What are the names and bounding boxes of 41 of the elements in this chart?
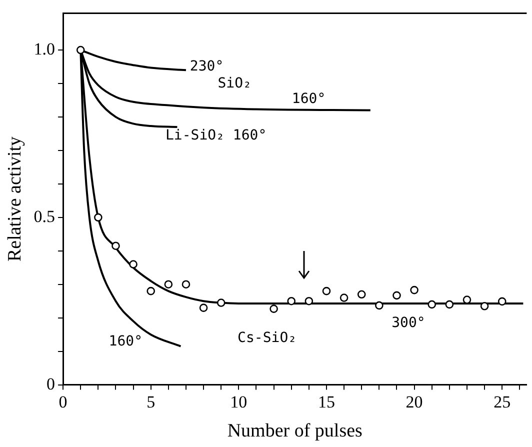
y-tick-label: 1.0 [34, 39, 56, 58]
y-tick-label: 0.5 [34, 206, 56, 226]
x-tick-label: 5 [146, 392, 156, 412]
annotation: 300° [392, 315, 426, 332]
point [340, 294, 348, 302]
annotation: 230° [190, 58, 224, 75]
point [392, 291, 401, 300]
point [112, 242, 120, 250]
point [304, 296, 314, 306]
x-tick-label: 15 [318, 392, 335, 412]
point [445, 300, 454, 309]
annotation: Cs-SiO₂ [238, 330, 297, 346]
point [498, 297, 506, 306]
point [164, 280, 173, 289]
point [146, 286, 156, 296]
point [270, 304, 278, 313]
y-axis-title: Relative activity [4, 136, 26, 262]
x-tick-label: 0 [58, 392, 68, 412]
point [76, 46, 85, 54]
point [410, 286, 418, 294]
y-tick-label: 0 [46, 374, 56, 394]
point [199, 304, 208, 312]
point [322, 286, 331, 296]
x-axis-title: Number of pulses [227, 420, 362, 442]
annotation: 160° [108, 334, 142, 350]
point [480, 302, 489, 310]
point [287, 296, 296, 306]
point [216, 298, 226, 307]
point [182, 280, 190, 289]
annotation: Li-SiO₂ 160° [165, 127, 267, 144]
point [94, 213, 102, 222]
point [428, 300, 436, 309]
annotation: SiO₂ [218, 75, 252, 92]
x-tick-label: 25 [494, 392, 511, 412]
annotation: 160° [292, 91, 326, 108]
point [129, 260, 138, 268]
point [462, 296, 472, 304]
x-tick-label: 10 [230, 392, 248, 412]
point [375, 301, 384, 310]
x-tick-label: 20 [406, 392, 423, 412]
point [357, 290, 366, 299]
